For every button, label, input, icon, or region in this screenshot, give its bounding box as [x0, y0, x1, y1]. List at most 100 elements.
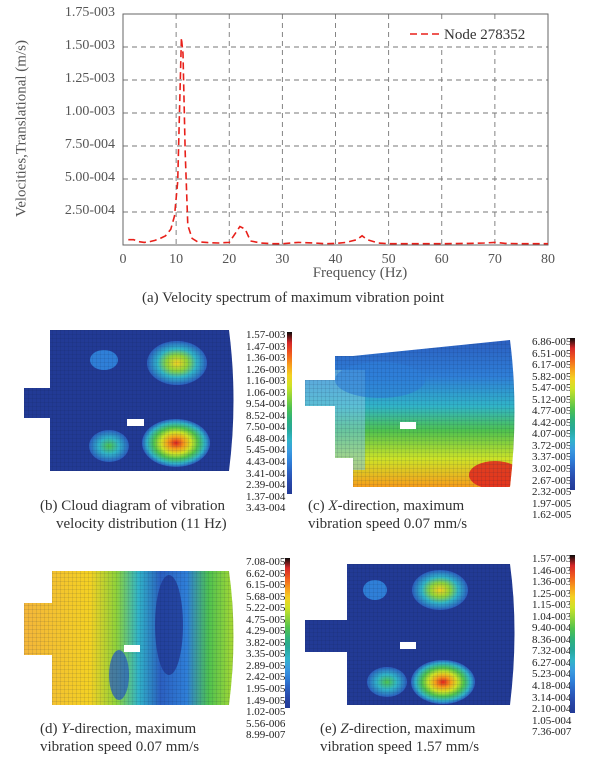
caption-b-line1: (b) Cloud diagram of vibration	[40, 498, 225, 514]
x-axis-title: Frequency (Hz)	[312, 265, 408, 281]
legend-c-value: 4.42-005	[532, 416, 572, 429]
legend-e-value: 9.40-004	[532, 622, 572, 635]
y-axis-title: Velocities,Translational (m/s)	[13, 40, 30, 217]
contour-plot-e	[305, 564, 515, 705]
plot-frame	[122, 13, 549, 246]
caption-d-line1: (d) Y-direction, maximum	[40, 721, 197, 737]
contour-plot-d	[24, 571, 234, 705]
colorbar-e	[570, 555, 575, 713]
legend-e-value: 1.05-004	[532, 714, 572, 727]
legend-c-value: 5.47-005	[532, 382, 572, 395]
caption-e-line1: (e) Z-direction, maximum	[320, 721, 476, 737]
x-tick-label: 10	[169, 252, 184, 267]
x-tick-label: 0	[119, 252, 127, 267]
legend-b-value: 1.06-003	[246, 386, 286, 399]
legend-d-value: 8.99-007	[246, 729, 286, 742]
legend-e-value: 5.23-004	[532, 668, 572, 681]
x-tick-label: 80	[541, 252, 555, 267]
legend-d-value: 1.49-005	[246, 694, 286, 707]
x-tick-label: 50	[381, 252, 396, 267]
x-tick-label: 40	[328, 252, 343, 267]
legend-d-value: 3.35-005	[246, 648, 286, 661]
y-tick-label: 1.50-003	[64, 38, 115, 53]
legend-e-value: 2.10-004	[532, 703, 572, 716]
legend-b-value: 1.47-003	[246, 340, 286, 353]
legend-b-value: 9.54-004	[246, 398, 286, 411]
legend-b-value: 8.52-004	[246, 409, 286, 422]
colorbar-b	[287, 332, 292, 494]
legend-d: 7.08-005 6.62-005 6.15-005 5.68-005 5.22-005…	[246, 556, 286, 742]
legend-b-value: 7.50-004	[246, 421, 286, 434]
legend-e-value: 1.04-003	[532, 610, 572, 623]
legend-b-value: 2.39-004	[246, 479, 286, 492]
legend-c: 6.86-005 6.51-005 6.17-005 5.82-005 5.47-005…	[532, 336, 572, 522]
legend-d-value: 3.82-005	[246, 636, 286, 649]
legend-c-value: 4.77-005	[532, 405, 572, 418]
legend-c-value: 2.32-005	[532, 486, 572, 499]
caption-e-line2: vibration speed 1.57 mm/s	[320, 739, 480, 755]
legend-d-value: 4.75-005	[246, 613, 286, 626]
legend-d-value: 5.68-005	[246, 590, 286, 603]
legend-c-value: 6.17-005	[532, 359, 572, 372]
legend-c-value: 5.82-005	[532, 370, 572, 383]
legend-e-value: 1.15-003	[532, 599, 572, 612]
legend-e-value: 1.57-003	[532, 553, 572, 565]
y-tick-label: 1.00-003	[64, 104, 115, 119]
legend-d-value: 1.02-005	[246, 706, 286, 719]
chart-grid	[123, 14, 548, 245]
legend-d-value: 7.08-005	[246, 556, 286, 568]
legend-b-value: 5.45-004	[246, 444, 286, 457]
caption-a: (a) Velocity spectrum of maximum vibrati…	[142, 290, 445, 306]
x-tick-label: 60	[434, 252, 449, 267]
series-node-278352-line	[128, 37, 548, 245]
colorbar-c	[570, 338, 575, 490]
legend-e-value: 7.36-007	[532, 726, 572, 739]
legend-b-value: 1.57-003	[246, 329, 286, 341]
x-tick-label: 30	[275, 252, 290, 267]
legend-c-value: 2.67-005	[532, 474, 572, 487]
velocity-spectrum-chart: Node 278352	[122, 13, 549, 246]
legend-b-value: 1.26-003	[246, 363, 286, 376]
legend-d-value: 2.42-005	[246, 671, 286, 684]
legend-c-value: 6.86-005	[532, 336, 572, 348]
y-tick-label: 1.75-003	[64, 5, 115, 20]
legend-b-value: 3.41-004	[246, 467, 286, 480]
y-tick-label: 2.50-004	[64, 203, 115, 218]
legend-d-value: 5.22-005	[246, 602, 286, 615]
x-tick-label: 70	[487, 252, 502, 267]
legend-c-value: 1.97-005	[532, 497, 572, 510]
legend-c-value: 3.72-005	[532, 439, 572, 452]
legend-label: Node 278352	[444, 27, 525, 43]
legend-e-value: 8.36-004	[532, 633, 572, 646]
x-tick-label: 20	[222, 252, 237, 267]
caption-b-line2: velocity distribution (11 Hz)	[56, 516, 227, 532]
legend-b-value: 1.16-003	[246, 375, 286, 388]
legend-c-value: 6.51-005	[532, 347, 572, 360]
caption-d-line2: vibration speed 0.07 mm/s	[40, 739, 200, 755]
legend-d-value: 6.15-005	[246, 579, 286, 592]
legend-e-value: 1.25-003	[532, 587, 572, 600]
legend-b: 1.57-003 1.47-003 1.36-003 1.26-003 1.16-003…	[246, 329, 286, 515]
legend-d-value: 4.29-005	[246, 625, 286, 638]
legend-b-value: 1.36-003	[246, 352, 286, 365]
legend-d-value: 6.62-005	[246, 567, 286, 580]
y-tick-label: 7.50-004	[64, 137, 115, 152]
contour-plot-b	[24, 330, 234, 471]
legend-b-value: 4.43-004	[246, 456, 286, 469]
contour-plot-c	[305, 340, 515, 487]
caption-c-line2: vibration speed 0.07 mm/s	[308, 516, 468, 532]
legend-e: 1.57-003 1.46-003 1.36-003 1.25-003 1.15-003…	[532, 553, 572, 739]
y-tick-label: 1.25-003	[64, 71, 115, 86]
legend-e-value: 1.46-003	[532, 564, 572, 577]
legend-c-value: 3.37-005	[532, 451, 572, 464]
legend-c-value: 4.07-005	[532, 428, 572, 441]
legend-b-value: 3.43-004	[246, 502, 286, 515]
legend-e-value: 3.14-004	[532, 691, 572, 704]
legend-e-value: 1.36-003	[532, 576, 572, 589]
legend-b-value: 1.37-004	[246, 490, 286, 503]
legend-c-value: 1.62-005	[532, 509, 572, 522]
legend-e-value: 7.32-004	[532, 645, 572, 658]
caption-c-line1: (c) X-direction, maximum	[308, 498, 465, 514]
legend-c-value: 5.12-005	[532, 393, 572, 406]
legend-e-value: 6.27-004	[532, 656, 572, 669]
